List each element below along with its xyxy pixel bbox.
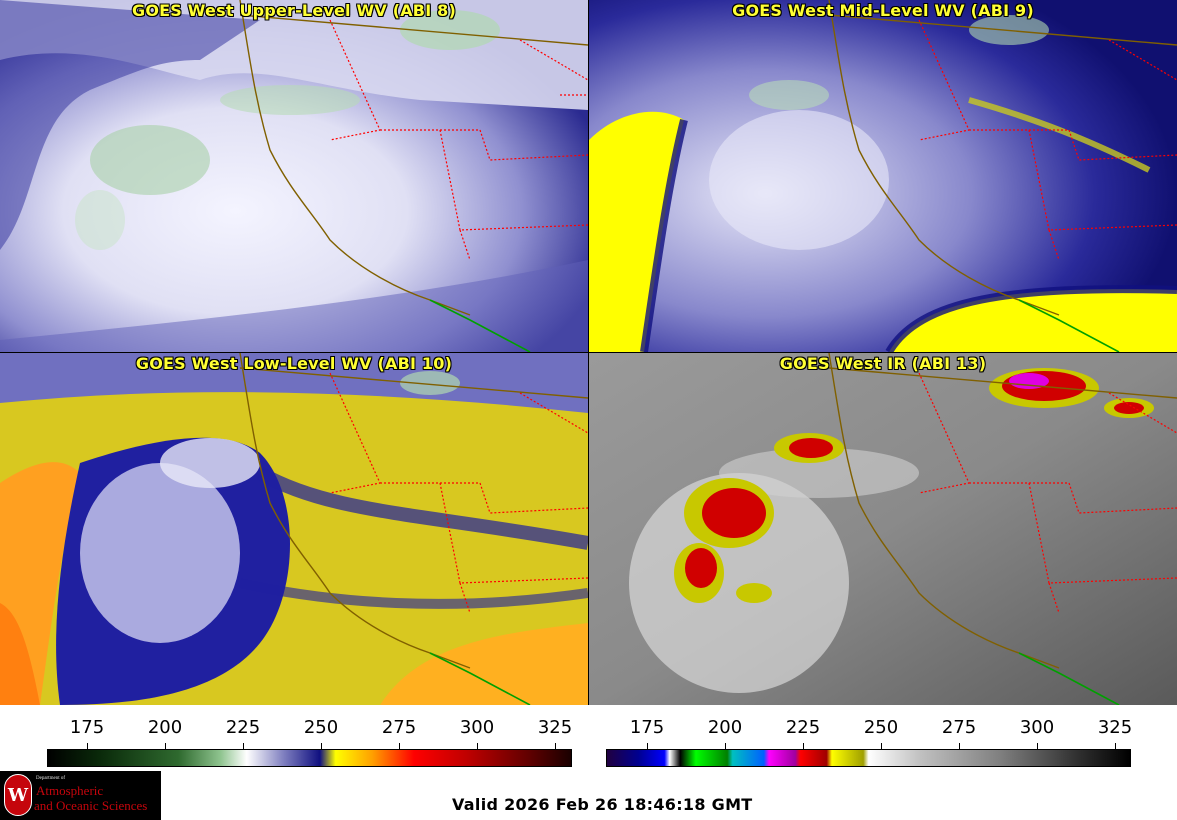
right-colorbar-tick-label: 275 [941, 717, 977, 738]
right-colorbar-tick-mark [881, 743, 882, 749]
right-colorbar-tick-label: 175 [629, 717, 665, 738]
left-colorbar-tick-label: 175 [69, 717, 105, 738]
right-colorbar-tick-mark [1037, 743, 1038, 749]
left-colorbar-tick-mark [165, 743, 166, 749]
mid-level-wv-image [589, 0, 1177, 352]
right-colorbar-tick-mark [725, 743, 726, 749]
left-colorbar-tick-mark [321, 743, 322, 749]
infrared-image [589, 353, 1177, 705]
wv-colorbar [47, 749, 572, 767]
mid-level-wv-panel: GOES West Mid-Level WV (ABI 9) [589, 0, 1177, 352]
logo-department-text: Department of [36, 776, 66, 781]
right-colorbar-tick-label: 225 [785, 717, 821, 738]
infrared-panel: GOES West IR (ABI 13) [589, 353, 1177, 705]
panel-divider-horizontal [0, 352, 1177, 353]
left-colorbar-tick-label: 275 [381, 717, 417, 738]
uw-seal-icon: W [4, 774, 32, 816]
left-colorbar-tick-mark [399, 743, 400, 749]
left-colorbar-tick-label: 225 [225, 717, 261, 738]
left-colorbar-tick-mark [477, 743, 478, 749]
low-level-wv-image [0, 353, 588, 705]
right-colorbar-tick-label: 250 [863, 717, 899, 738]
left-colorbar-tick-label: 325 [537, 717, 573, 738]
logo-line-1: Atmospheric [36, 783, 104, 798]
left-colorbar-tick-mark [87, 743, 88, 749]
right-colorbar-tick-mark [1115, 743, 1116, 749]
left-colorbar-tick-label: 250 [303, 717, 339, 738]
left-colorbar-tick-mark [555, 743, 556, 749]
upper-level-wv-image [0, 0, 588, 352]
panel-title: GOES West Low-Level WV (ABI 10) [135, 354, 453, 373]
ir-colorbar [606, 749, 1131, 767]
right-colorbar-tick-mark [803, 743, 804, 749]
aos-logo: W Department of Atmospheric and Oceanic … [0, 771, 161, 820]
right-colorbar-tick-label: 300 [1019, 717, 1055, 738]
right-colorbar-tick-label: 325 [1097, 717, 1133, 738]
upper-level-wv-panel: GOES West Upper-Level WV (ABI 8) [0, 0, 588, 352]
panel-title: GOES West Upper-Level WV (ABI 8) [132, 1, 456, 20]
left-colorbar-tick-mark [243, 743, 244, 749]
valid-time: Valid 2026 Feb 26 18:46:18 GMT [452, 795, 753, 814]
panel-title: GOES West IR (ABI 13) [779, 354, 987, 373]
low-level-wv-panel: GOES West Low-Level WV (ABI 10) [0, 353, 588, 705]
left-colorbar-tick-label: 300 [459, 717, 495, 738]
panel-title: GOES West Mid-Level WV (ABI 9) [732, 1, 1034, 20]
logo-line-2: and Oceanic Sciences [34, 798, 148, 813]
right-colorbar-tick-mark [959, 743, 960, 749]
right-colorbar-tick-label: 200 [707, 717, 743, 738]
right-colorbar-tick-mark [647, 743, 648, 749]
left-colorbar-tick-label: 200 [147, 717, 183, 738]
